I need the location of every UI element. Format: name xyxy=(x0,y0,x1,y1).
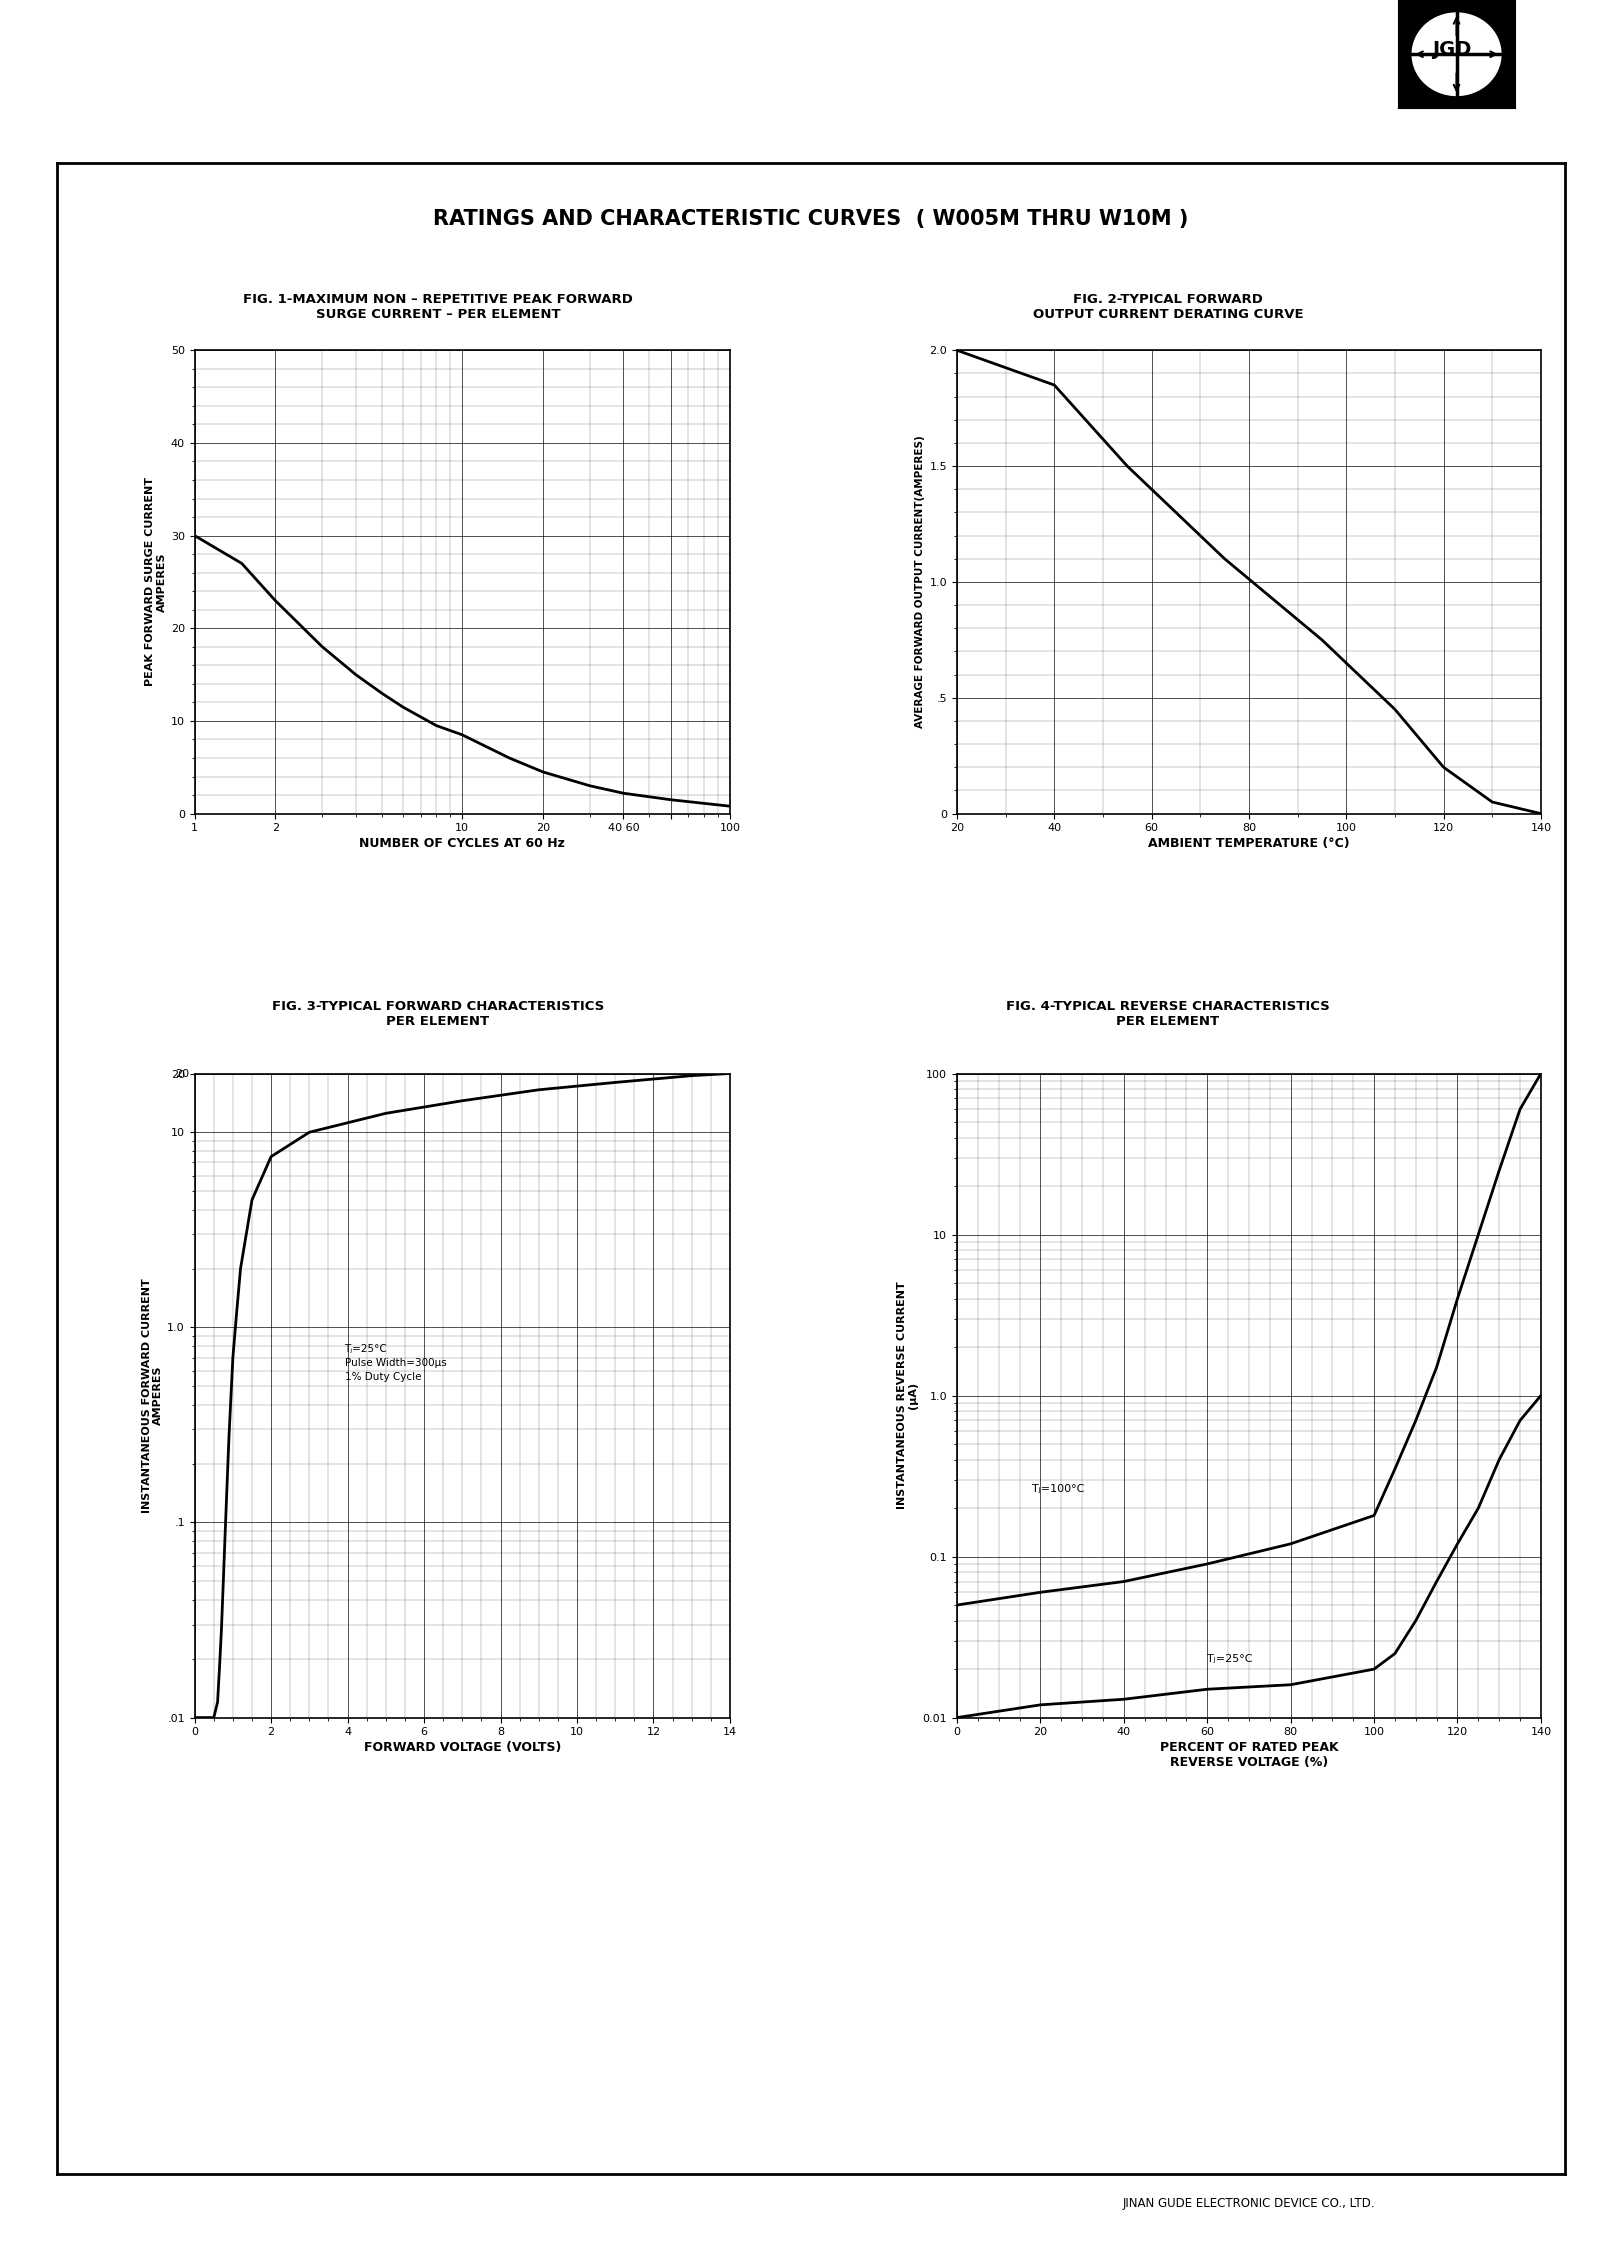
X-axis label: AMBIENT TEMPERATURE (°C): AMBIENT TEMPERATURE (°C) xyxy=(1148,838,1350,850)
Text: Tⱼ=100°C: Tⱼ=100°C xyxy=(1032,1485,1085,1494)
Y-axis label: INSTANTANEOUS REVERSE CURRENT
(μA): INSTANTANEOUS REVERSE CURRENT (μA) xyxy=(897,1281,918,1510)
Text: JGD: JGD xyxy=(1432,41,1471,59)
Text: FIG. 4-TYPICAL REVERSE CHARACTERISTICS
PER ELEMENT: FIG. 4-TYPICAL REVERSE CHARACTERISTICS P… xyxy=(1006,1001,1330,1028)
X-axis label: FORWARD VOLTAGE (VOLTS): FORWARD VOLTAGE (VOLTS) xyxy=(363,1742,561,1754)
Y-axis label: PEAK FORWARD SURGE CURRENT
AMPERES: PEAK FORWARD SURGE CURRENT AMPERES xyxy=(144,477,167,687)
Y-axis label: INSTANTANEOUS FORWARD CURRENT
AMPERES: INSTANTANEOUS FORWARD CURRENT AMPERES xyxy=(141,1279,164,1512)
Text: FIG. 1-MAXIMUM NON – REPETITIVE PEAK FORWARD
SURGE CURRENT – PER ELEMENT: FIG. 1-MAXIMUM NON – REPETITIVE PEAK FOR… xyxy=(243,294,633,321)
Text: FIG. 2-TYPICAL FORWARD
OUTPUT CURRENT DERATING CURVE: FIG. 2-TYPICAL FORWARD OUTPUT CURRENT DE… xyxy=(1033,294,1302,321)
Text: JINAN GUDE ELECTRONIC DEVICE CO., LTD.: JINAN GUDE ELECTRONIC DEVICE CO., LTD. xyxy=(1122,2197,1375,2210)
X-axis label: NUMBER OF CYCLES AT 60 Hz: NUMBER OF CYCLES AT 60 Hz xyxy=(360,838,564,850)
X-axis label: PERCENT OF RATED PEAK
REVERSE VOLTAGE (%): PERCENT OF RATED PEAK REVERSE VOLTAGE (%… xyxy=(1160,1742,1338,1770)
Circle shape xyxy=(1413,14,1500,95)
Text: RATINGS AND CHARACTERISTIC CURVES  ( W005M THRU W10M ): RATINGS AND CHARACTERISTIC CURVES ( W005… xyxy=(433,210,1189,228)
Text: FIG. 3-TYPICAL FORWARD CHARACTERISTICS
PER ELEMENT: FIG. 3-TYPICAL FORWARD CHARACTERISTICS P… xyxy=(272,1001,603,1028)
Text: Tⱼ=25°C
Pulse Width=300μs
1% Duty Cycle: Tⱼ=25°C Pulse Width=300μs 1% Duty Cycle xyxy=(344,1345,446,1383)
Y-axis label: AVERAGE FORWARD OUTPUT CURRENT(AMPERES): AVERAGE FORWARD OUTPUT CURRENT(AMPERES) xyxy=(915,436,925,728)
Text: 20: 20 xyxy=(175,1069,190,1078)
Text: Tⱼ=25°C: Tⱼ=25°C xyxy=(1207,1654,1252,1663)
